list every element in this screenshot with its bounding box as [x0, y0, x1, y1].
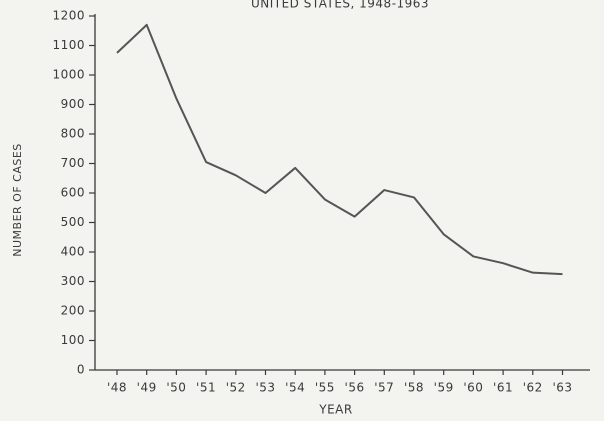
- y-tick-label: 200: [61, 304, 85, 318]
- data-line: [116, 23, 563, 276]
- x-tick-label: '48: [107, 381, 127, 395]
- y-tick-label: 1200: [52, 9, 85, 23]
- y-tick-label: 600: [61, 186, 85, 200]
- x-tick-label: '54: [285, 381, 305, 395]
- x-tick-label: '50: [166, 381, 186, 395]
- x-tick-label: '63: [552, 381, 572, 395]
- y-tick-label: 300: [61, 274, 85, 288]
- y-tick-label: 0: [77, 363, 85, 377]
- x-tick-label: '55: [315, 381, 335, 395]
- y-tick-label: 500: [61, 215, 85, 229]
- x-tick-label: '49: [137, 381, 157, 395]
- y-tick-label: 1000: [52, 68, 85, 82]
- y-tick-label: 100: [61, 333, 85, 347]
- x-tick-label: '57: [374, 381, 394, 395]
- y-tick-label: 1100: [52, 38, 85, 52]
- y-tick-label: 800: [61, 127, 85, 141]
- x-tick-label: '51: [196, 381, 216, 395]
- x-tick-label: '62: [523, 381, 543, 395]
- y-tick-label: 900: [61, 97, 85, 111]
- x-tick-label: '59: [434, 381, 454, 395]
- x-tick-label: '56: [345, 381, 365, 395]
- x-tick-label: '52: [226, 381, 246, 395]
- y-tick-label: 700: [61, 156, 85, 170]
- x-tick-label: '60: [463, 381, 483, 395]
- x-axis-label: YEAR: [318, 403, 352, 417]
- chart-title: UNITED STATES, 1948-1963: [251, 0, 429, 11]
- y-axis-label: NUMBER OF CASES: [11, 143, 24, 257]
- x-tick-label: '61: [493, 381, 513, 395]
- y-tick-label: 400: [61, 245, 85, 259]
- x-tick-label: '53: [255, 381, 275, 395]
- x-tick-label: '58: [404, 381, 424, 395]
